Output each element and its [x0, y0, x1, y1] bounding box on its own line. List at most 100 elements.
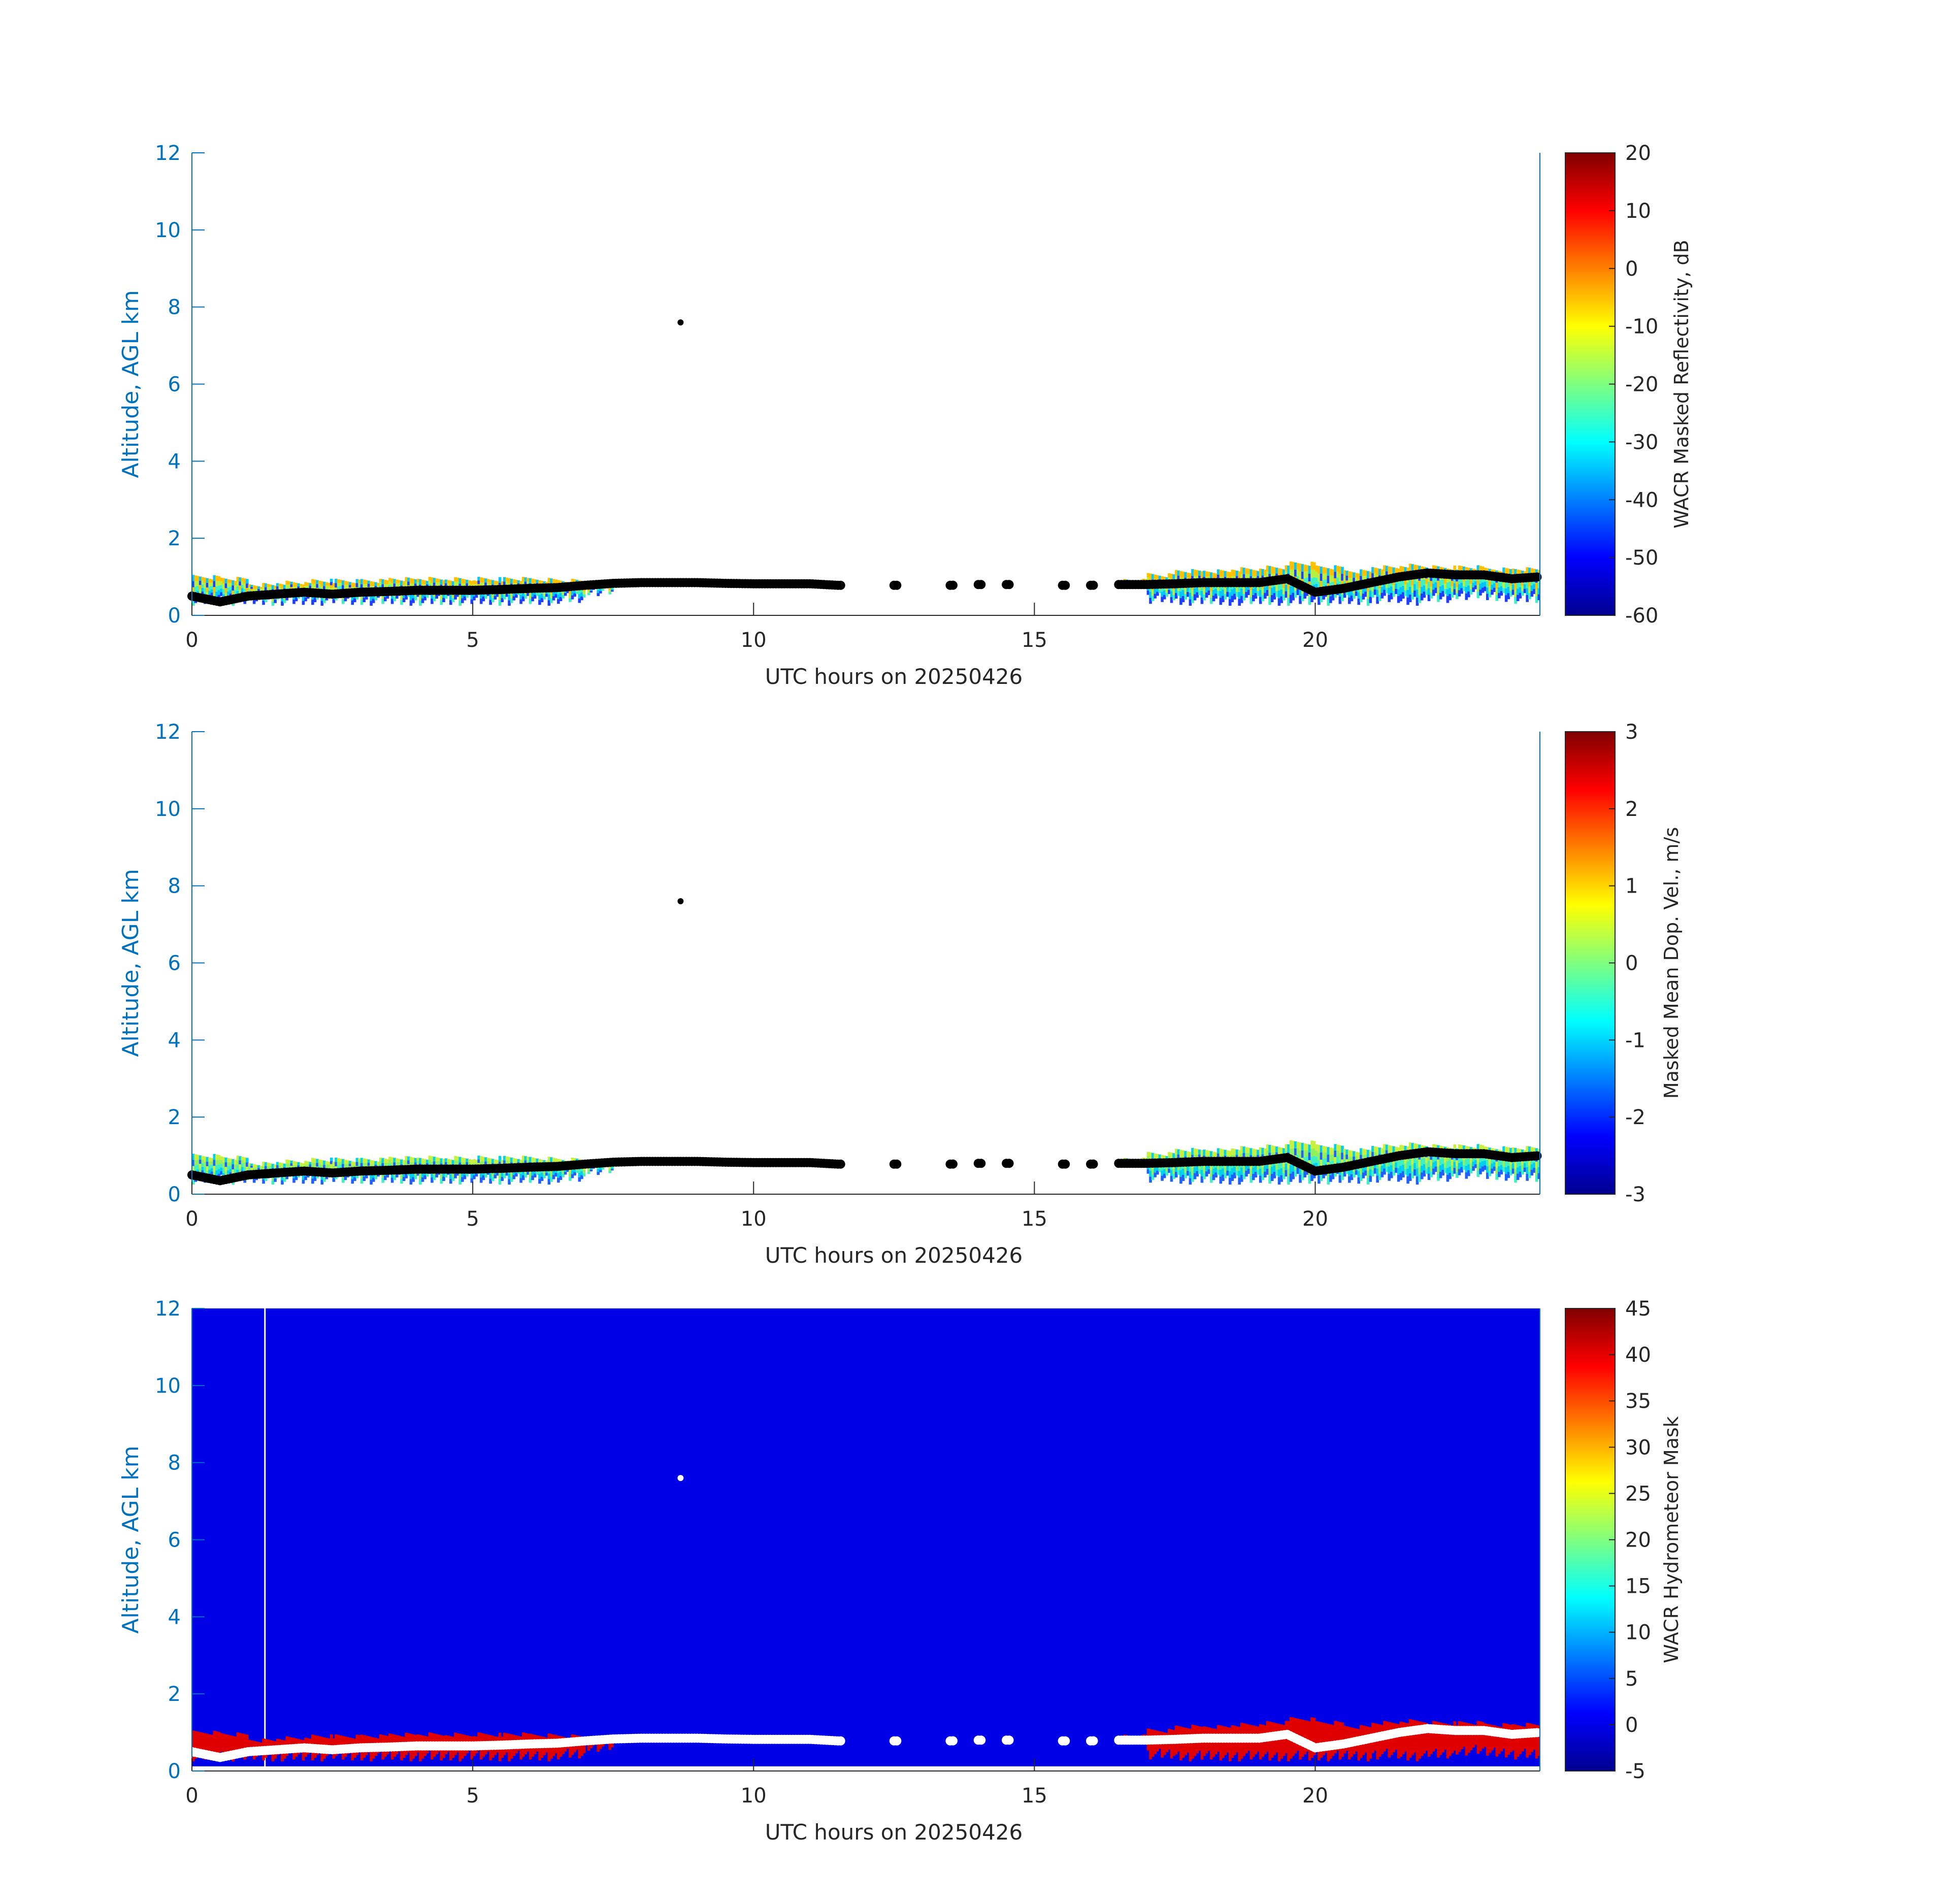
echo-cell [1324, 579, 1328, 585]
echo-cell [1430, 575, 1433, 581]
echo-cell [206, 1743, 209, 1748]
echo-cell [311, 1163, 314, 1168]
echo-cell [1214, 594, 1217, 599]
echo-cell [194, 1165, 198, 1171]
echo-cell [526, 1160, 530, 1164]
echo-cell [210, 1742, 214, 1745]
echo-cell [1511, 1147, 1515, 1153]
echo-cell [1528, 593, 1531, 600]
echo-cell [1222, 1174, 1225, 1181]
echo-cell [320, 1174, 324, 1180]
echo-cell [405, 1750, 408, 1755]
echo-cell [220, 1733, 223, 1737]
echo-cell [486, 579, 490, 583]
echo-cell [1388, 566, 1391, 574]
echo-cell [313, 1158, 317, 1163]
echo-cell [1360, 1148, 1363, 1155]
echo-cell [313, 1739, 317, 1745]
echo-cell [267, 1739, 270, 1743]
echo-cell [1458, 1163, 1461, 1169]
echo-cell [316, 1159, 319, 1163]
echo-cell [1205, 1150, 1208, 1156]
echo-cell [589, 589, 593, 591]
echo-cell [360, 1755, 364, 1761]
echo-cell [1350, 595, 1354, 602]
echo-cell [578, 594, 581, 599]
echo-cell [330, 1157, 333, 1161]
echo-cell [543, 1174, 546, 1178]
echo-cell [1146, 573, 1150, 578]
echo-cell [1338, 1153, 1342, 1161]
echo-cell [526, 592, 530, 596]
echo-cell [1231, 569, 1234, 576]
echo-cell [1516, 1167, 1520, 1174]
echo-cell [323, 1742, 326, 1746]
echo-cell [1434, 1161, 1438, 1167]
echo-cell [503, 595, 506, 600]
echo-cell [1318, 1153, 1321, 1161]
echo-cell [1460, 582, 1463, 588]
echo-cell [508, 1157, 511, 1163]
colorbar-tick-label: -3 [1625, 1183, 1645, 1206]
echo-cell [1402, 1164, 1405, 1171]
echo-cell [236, 1160, 240, 1165]
echo-cell [1521, 590, 1524, 596]
echo-cell [1181, 571, 1185, 578]
echo-cell [1446, 596, 1450, 603]
echo-cell [498, 594, 502, 600]
echo-cell [564, 593, 567, 596]
echo-cell [1378, 1167, 1381, 1174]
echo-cell [320, 601, 324, 606]
echo-cell [372, 1177, 375, 1182]
echo-cell [503, 1160, 506, 1165]
echo-cell [1528, 1146, 1531, 1153]
echo-cell [1303, 592, 1307, 599]
echo-cell [1504, 1167, 1508, 1174]
cloud-base-point [948, 1159, 958, 1169]
echo-cell [421, 1177, 424, 1182]
echo-cell [304, 1176, 307, 1180]
echo-cell [449, 580, 452, 586]
echo-cell [543, 1160, 546, 1164]
echo-cell [255, 585, 258, 589]
echo-cell [1308, 1152, 1311, 1161]
echo-cell [1509, 1164, 1512, 1170]
echo-cell [1378, 595, 1381, 601]
echo-cell [1411, 578, 1414, 585]
echo-cell [342, 585, 345, 590]
cloud-base-point [976, 1159, 986, 1168]
echo-cell [1479, 1144, 1482, 1151]
echo-cell [409, 578, 413, 584]
echo-cell [297, 1162, 301, 1166]
echo-cell [1289, 1140, 1293, 1149]
echo-cell [1214, 1172, 1217, 1178]
echo-cell [1345, 1159, 1349, 1164]
echo-cell [503, 1173, 506, 1178]
echo-cell [1390, 567, 1393, 574]
echo-cell [1306, 571, 1309, 578]
echo-cell [1329, 575, 1332, 583]
echo-cell [213, 1748, 216, 1755]
echo-cell [377, 1164, 380, 1168]
echo-cell [475, 581, 478, 584]
echo-cell [569, 590, 572, 595]
echo-cell [477, 577, 480, 581]
echo-cell [1430, 581, 1433, 587]
echo-cell [1277, 1169, 1281, 1177]
echo-cell [524, 581, 528, 586]
echo-cell [1380, 569, 1384, 575]
echo-cell [239, 1737, 242, 1742]
colorbar-tick-label: 3 [1625, 720, 1638, 744]
echo-cell [388, 1160, 391, 1164]
echo-cell [290, 1160, 293, 1164]
echo-cell [1336, 577, 1339, 583]
echo-cell [407, 581, 410, 585]
echo-cell [1196, 570, 1199, 576]
echo-cell [360, 1750, 364, 1756]
echo-cell [510, 598, 513, 603]
echo-cell [597, 1172, 600, 1175]
echo-cell [316, 584, 319, 588]
echo-cell [552, 596, 555, 601]
x-tick-label: 0 [185, 1207, 198, 1231]
echo-cell [388, 1733, 391, 1737]
